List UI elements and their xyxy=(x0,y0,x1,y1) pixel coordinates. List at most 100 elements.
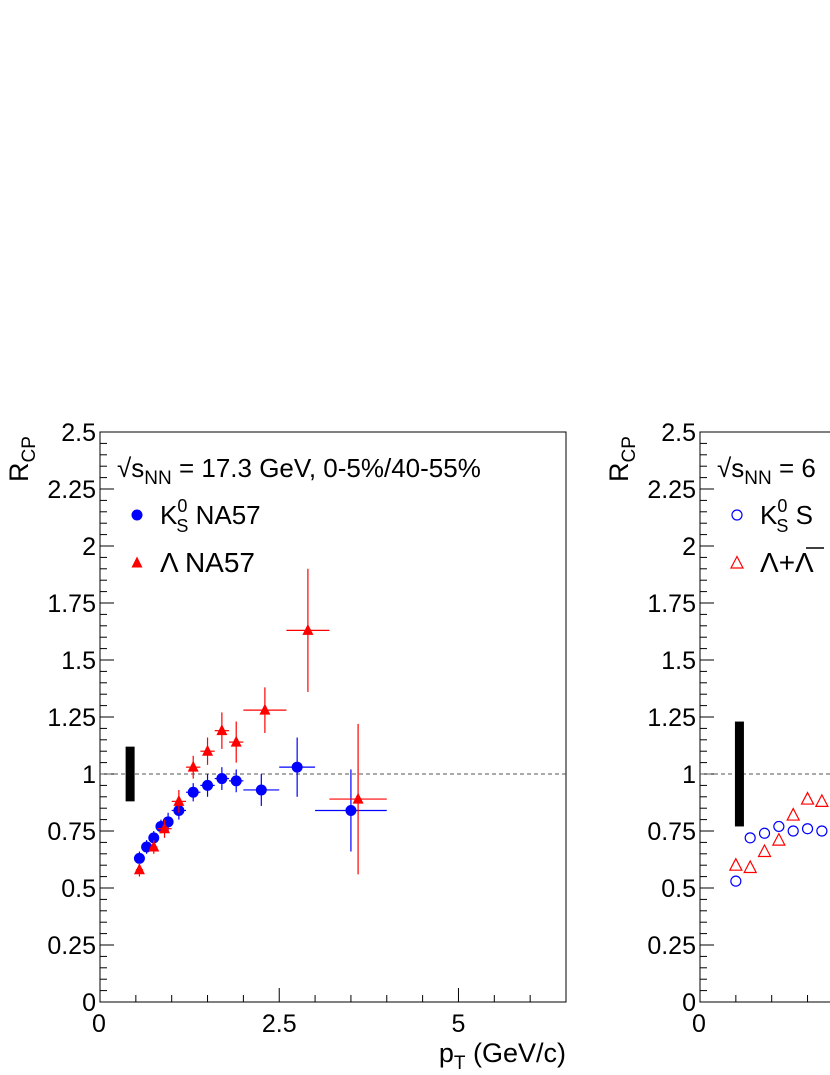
y-axis-title-main: R xyxy=(604,463,634,483)
data-point xyxy=(230,775,242,787)
annotation-prefix: √s xyxy=(717,453,744,483)
data-point xyxy=(259,703,271,715)
annotation-sub: NN xyxy=(744,468,771,489)
data-point xyxy=(771,832,786,846)
y-tick-label: 1.25 xyxy=(47,704,96,732)
y-tick-label: 0 xyxy=(82,989,96,1017)
annotation-sub: NN xyxy=(144,468,171,489)
y-tick-label: 0.75 xyxy=(47,818,96,846)
y-tick-label: 0.75 xyxy=(647,818,696,846)
y-tick-label: 1.25 xyxy=(647,704,696,732)
y-tick-label: 0.25 xyxy=(647,932,696,960)
energy-annotation: √sNN = 6 xyxy=(717,453,816,489)
data-point xyxy=(773,820,785,833)
left-panel: 0 0.25 0.5 0.75 1 1.25 1.5 1.75 2 2.25 2.5 0 2.5 5 RCP… xyxy=(4,419,567,1074)
data-point xyxy=(133,863,145,875)
data-point xyxy=(173,794,185,806)
legend-label-rest: S xyxy=(788,500,813,530)
y-tick-label: 2 xyxy=(682,533,696,561)
right-panel: 0 0.25 0.5 0.75 1 1.25 1.5 1.75 2 2.25 2.5 0 RCP √sNN… xyxy=(604,419,830,1038)
data-point xyxy=(814,793,829,807)
data-point xyxy=(757,843,772,858)
y-axis-title-sub: CP xyxy=(19,436,40,462)
data-point xyxy=(255,784,267,796)
legend-label-sub: S xyxy=(776,516,788,536)
data-point xyxy=(758,827,771,839)
x-tick-label: 0 xyxy=(92,1010,106,1038)
x-tick-label: 5 xyxy=(452,1010,466,1038)
data-point xyxy=(787,825,799,837)
y-tick-label: 0.25 xyxy=(47,932,96,960)
legend-marker xyxy=(731,509,743,521)
data-point xyxy=(352,792,364,804)
data-point xyxy=(816,825,828,837)
legend-label-rest: NA57 xyxy=(177,547,255,578)
legend-label-rest: NA57 xyxy=(188,500,260,530)
data-point xyxy=(744,832,756,844)
data-point xyxy=(743,859,758,874)
legend-label-sup: 0 xyxy=(777,496,787,516)
legend-label-sub: S xyxy=(176,516,188,536)
data-point xyxy=(345,804,357,816)
y-tick-label: 1 xyxy=(682,761,696,789)
data-point xyxy=(216,724,228,736)
legend-label-main: Λ+Λ xyxy=(760,547,814,578)
y-axis-title: RCP xyxy=(4,436,40,482)
data-point xyxy=(302,623,314,635)
x-tick-label: 2.5 xyxy=(262,1010,297,1038)
data-point xyxy=(159,822,171,834)
y-tick-label: 0 xyxy=(682,989,696,1017)
data-point xyxy=(202,779,214,791)
data-point xyxy=(291,761,303,773)
data-point xyxy=(133,852,145,864)
legend-label: Λ NA57 xyxy=(160,547,255,578)
y-tick-label: 1 xyxy=(82,761,96,789)
y-tick-label: 2.5 xyxy=(61,419,96,447)
y-tick-label: 1.75 xyxy=(647,590,696,618)
y-tick-label: 0.5 xyxy=(661,875,696,903)
x-tick-label: 0 xyxy=(692,1010,706,1038)
data-point xyxy=(786,807,801,821)
annotation-text: = 6 xyxy=(772,453,816,483)
y-tick-label: 2.5 xyxy=(661,419,696,447)
data-point xyxy=(202,744,214,756)
x-axis-title-sub: T xyxy=(454,1053,466,1074)
y-tick-label: 1.5 xyxy=(61,647,96,675)
data-point xyxy=(728,857,743,871)
y-tick-label: 0.5 xyxy=(61,875,96,903)
legend-label-main: Λ xyxy=(160,547,179,578)
data-point xyxy=(800,791,815,805)
data-point xyxy=(216,773,228,785)
y-tick-label: 2.25 xyxy=(647,476,696,504)
legend-label: Λ+Λ xyxy=(760,547,814,578)
legend-label: K0 S S xyxy=(760,496,813,536)
data-point xyxy=(230,735,242,747)
annotation-prefix: √s xyxy=(117,453,144,483)
x-axis-title-main: p xyxy=(439,1038,454,1068)
normalization-uncertainty-bar xyxy=(734,721,744,827)
data-point xyxy=(730,875,742,887)
x-axis-title: pT (GeV/c) xyxy=(439,1038,566,1074)
legend-label: K0 S NA57 xyxy=(160,496,261,536)
legend-marker xyxy=(131,556,143,568)
y-tick-label: 2 xyxy=(82,533,96,561)
y-tick-label: 1.75 xyxy=(47,590,96,618)
data-point xyxy=(801,823,814,835)
legend-label-sup: 0 xyxy=(177,496,187,516)
legend-label-main: K xyxy=(160,500,178,530)
normalization-uncertainty-bar xyxy=(125,746,135,802)
x-axis-title-unit: (GeV/c) xyxy=(465,1038,566,1068)
data-point xyxy=(187,786,199,798)
y-axis-title: RCP xyxy=(604,436,640,482)
y-axis-title-sub: CP xyxy=(619,436,640,462)
annotation-text: = 17.3 GeV, 0-5%/40-55% xyxy=(172,453,481,483)
legend-marker xyxy=(730,555,744,569)
data-point xyxy=(148,840,160,852)
energy-annotation: √sNN = 17.3 GeV, 0-5%/40-55% xyxy=(117,453,481,489)
data-point xyxy=(148,832,160,844)
y-tick-label: 1.5 xyxy=(661,647,696,675)
y-tick-label: 2.25 xyxy=(47,476,96,504)
legend-marker xyxy=(131,509,143,521)
